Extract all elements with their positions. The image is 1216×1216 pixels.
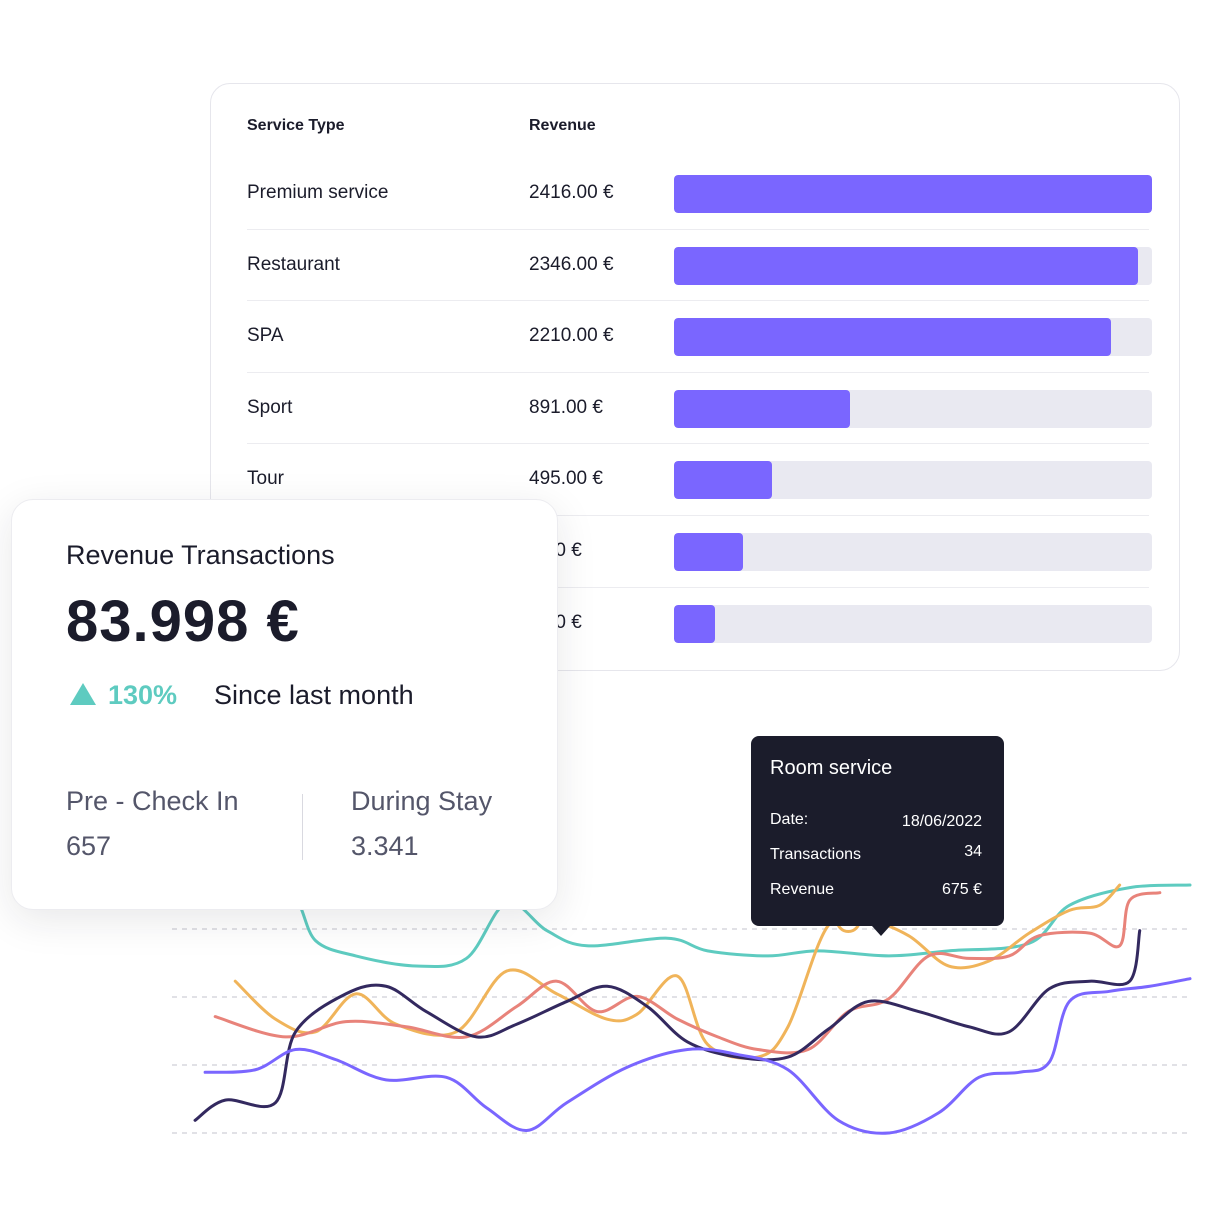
service-revenue: 2416.00 € [529, 182, 614, 203]
table-body: Premium service 2416.00 € Restaurant 234… [247, 158, 1152, 660]
table-row: Restaurant 2346.00 € [247, 230, 1152, 302]
table-row: SPA 2210.00 € [247, 301, 1152, 373]
service-name: Sport [247, 396, 293, 418]
tooltip-revenue-label: Revenue [770, 881, 835, 898]
table-header: Service Type Revenue [247, 117, 1149, 137]
tooltip-transactions-label: Transactions [770, 846, 861, 863]
chart-tooltip: Room service Date: 18/06/2022 Transactio… [751, 736, 1004, 936]
revenue-bar-track [674, 318, 1152, 357]
pre-checkin-value: 657 [66, 831, 112, 861]
revenue-bar [674, 175, 1152, 213]
revenue-bar-track [674, 175, 1152, 213]
service-revenue: 2210.00 € [529, 325, 614, 347]
table-row: Sport 891.00 € [247, 373, 1152, 445]
table-row: 3.50 € [247, 588, 1152, 660]
table-row: Tour 495.00 € [247, 444, 1152, 516]
kpi-change-percent: 130% [108, 680, 178, 710]
column-header-service-type: Service Type [247, 117, 345, 134]
revenue-bar [674, 604, 716, 643]
revenue-bar-track [674, 532, 1152, 571]
tooltip-revenue-value: 675 € [941, 881, 982, 898]
service-name: Restaurant [247, 253, 340, 275]
series-line-3 [213, 891, 1162, 1055]
revenue-bar-track [674, 461, 1152, 500]
revenue-bar-track [674, 604, 1152, 643]
table-row: Premium service 2416.00 € [247, 158, 1152, 230]
service-revenue: 495.00 € [529, 468, 603, 490]
during-stay-label: During Stay [351, 786, 493, 816]
during-stay-value: 3.341 [351, 831, 419, 861]
service-name: Tour [247, 468, 284, 490]
series-line-4 [193, 929, 1142, 1122]
service-revenue: 891.00 € [529, 396, 603, 418]
revenue-bar [674, 389, 851, 428]
service-name: Premium service [247, 182, 389, 203]
revenue-transactions-card: Revenue Transactions 83.998 € 130% Since… [11, 499, 558, 910]
revenue-bar-track [674, 389, 1152, 428]
kpi-change-label: Since last month [214, 680, 414, 710]
column-header-revenue: Revenue [529, 117, 596, 134]
service-name: SPA [247, 325, 284, 347]
triangle-up-icon [70, 683, 96, 705]
pre-checkin-label: Pre - Check In [66, 786, 239, 816]
tooltip-transactions-value: 34 [964, 843, 982, 860]
during-stay-stat: During Stay 3.341 [351, 786, 492, 862]
revenue-bar [674, 318, 1112, 357]
series-line-5 [203, 977, 1192, 1135]
pre-checkin-stat: Pre - Check In 657 [66, 786, 239, 862]
kpi-change: 130% [70, 680, 177, 711]
revenue-bar-track [674, 246, 1152, 285]
tooltip-title: Room service [770, 757, 893, 779]
revenue-bar [674, 532, 744, 571]
revenue-bar [674, 461, 772, 500]
series-line-1 [213, 883, 1192, 969]
kpi-value: 83.998 € [66, 589, 300, 654]
service-revenue: 2346.00 € [529, 253, 614, 275]
stat-divider [302, 794, 303, 860]
tooltip-date-value: 18/06/2022 [901, 813, 982, 830]
table-row: 5.00 € [247, 516, 1152, 588]
revenue-bar [674, 246, 1139, 285]
kpi-title: Revenue Transactions [66, 540, 335, 570]
tooltip-date-label: Date: [770, 811, 809, 828]
